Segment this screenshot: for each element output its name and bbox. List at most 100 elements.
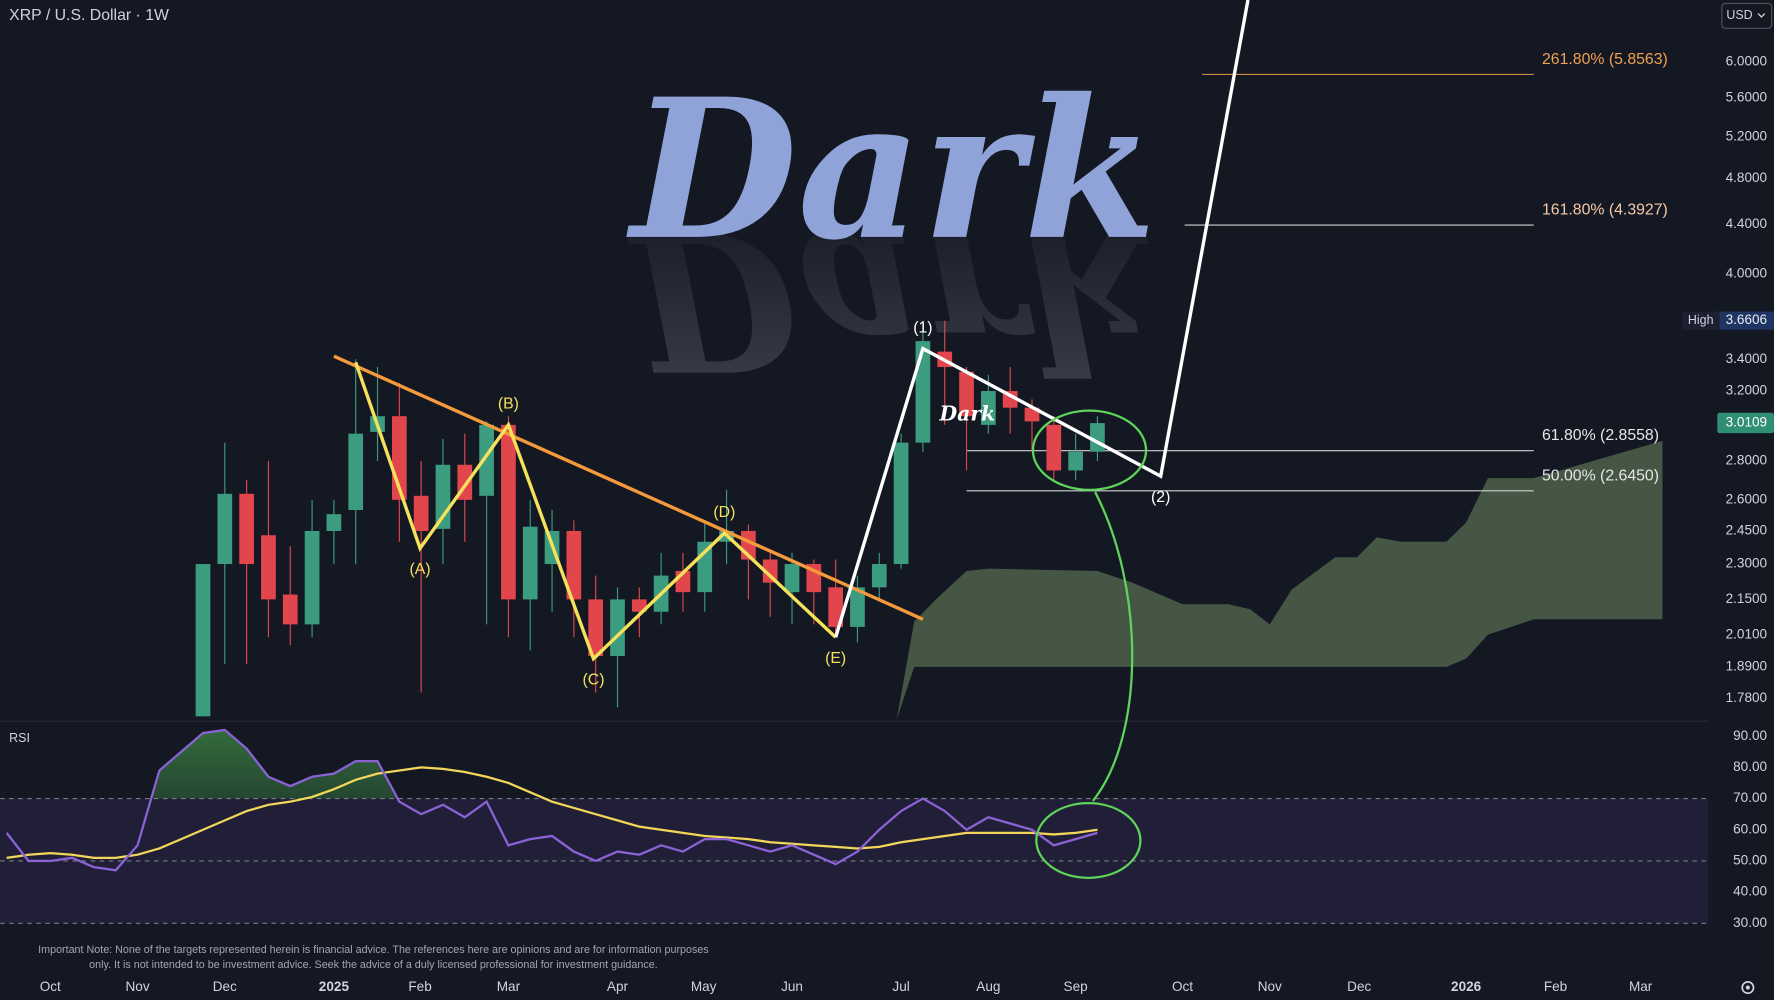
high-tag-label: High <box>1688 313 1714 327</box>
currency-label[interactable]: USD <box>1726 8 1752 22</box>
candle-body <box>1068 451 1083 471</box>
rsi-tick-label: 40.00 <box>1733 884 1767 899</box>
candle-body <box>762 559 778 583</box>
x-tick-label: Mar <box>1629 979 1653 994</box>
candle-body <box>631 599 647 612</box>
candle-body <box>326 514 342 531</box>
candle-body <box>261 535 276 600</box>
wave-label: (2) <box>1151 489 1170 506</box>
x-tick-label: Jun <box>781 979 803 994</box>
candle-body <box>1090 423 1105 452</box>
candle-body <box>195 564 211 717</box>
candle-body <box>479 424 494 496</box>
candle-body <box>413 495 429 531</box>
candle-body <box>1024 407 1040 422</box>
last-price: 3.0109 <box>1726 415 1767 430</box>
wave-label: (E) <box>825 650 846 667</box>
candle-body <box>282 594 298 625</box>
x-tick-label: May <box>691 979 717 994</box>
fib-label: 61.80% (2.8558) <box>1542 427 1659 444</box>
highlight-circle <box>1031 409 1148 491</box>
cloud <box>896 440 1663 720</box>
candle-body <box>239 493 254 565</box>
wave-label: (D) <box>713 504 735 521</box>
candle-body <box>915 341 931 443</box>
small-watermark: Dark <box>938 402 995 426</box>
y-tick-label: 1.8900 <box>1726 659 1768 674</box>
last-price-tag <box>1717 412 1774 434</box>
y-tick-label: 2.3000 <box>1726 556 1768 571</box>
connector-curve <box>1091 491 1134 802</box>
y-tick-label: 5.6000 <box>1726 89 1768 104</box>
y-tick-label: 2.0100 <box>1726 626 1768 641</box>
x-tick-label: Aug <box>976 979 1000 994</box>
x-tick-label: Sep <box>1064 979 1088 994</box>
note-line: Important Note: None of the targets repr… <box>38 944 708 956</box>
candle-body <box>566 530 582 600</box>
note-line: only. It is not intended to be investmen… <box>89 959 657 971</box>
y-tick-label: 5.2000 <box>1726 128 1768 143</box>
x-tick-label: 2025 <box>319 979 350 994</box>
settings-icon[interactable] <box>1741 981 1755 995</box>
highlight-circle <box>1035 802 1142 879</box>
candle-body <box>610 599 625 656</box>
x-tick-label: Dec <box>1347 979 1371 994</box>
x-tick-label: 2026 <box>1451 979 1482 994</box>
trendline <box>333 354 924 621</box>
y-tick-label: 2.6000 <box>1726 491 1768 506</box>
rsi-line <box>5 728 1098 872</box>
candle-body <box>959 371 974 417</box>
rsi-tick-label: 70.00 <box>1733 790 1767 805</box>
rsi-tick-label: 30.00 <box>1733 915 1767 930</box>
high-tag <box>1682 311 1720 330</box>
candle-body <box>850 587 865 627</box>
fib-label: 50.00% (2.6450) <box>1542 467 1659 484</box>
y-tick-label: 6.0000 <box>1726 53 1768 68</box>
chevron <box>1757 13 1766 18</box>
candle-body <box>828 587 844 627</box>
candle-body <box>348 433 364 511</box>
currency-button[interactable] <box>1721 2 1773 29</box>
candle-body <box>501 424 516 600</box>
wave-line <box>834 0 1250 638</box>
price-pane <box>195 0 1663 720</box>
candle-body <box>871 564 887 588</box>
y-tick-label: 4.0000 <box>1726 266 1768 281</box>
axes: 6.0000 5.6000 5.2000 4.8000 4.4000 4.0000 3.40… <box>40 51 1774 994</box>
rsi-tick-label: 60.00 <box>1733 821 1767 836</box>
candle-body <box>784 564 800 593</box>
y-tick-label: 3.2000 <box>1726 383 1768 398</box>
watermark-reflection: Dark <box>626 187 1157 413</box>
wave-label: (A) <box>410 561 431 578</box>
x-tick-label: Feb <box>1544 979 1567 994</box>
x-tick-label: Feb <box>408 979 431 994</box>
y-tick-label: 3.4000 <box>1726 351 1768 366</box>
y-tick-label: 4.4000 <box>1726 216 1768 231</box>
wave-line <box>354 361 837 662</box>
rsi-tick-label: 90.00 <box>1733 728 1767 743</box>
chart-title: XRP / U.S. Dollar · 1W <box>9 7 169 24</box>
y-tick-label: 4.8000 <box>1726 170 1768 185</box>
candle-body <box>522 526 538 600</box>
rsi-ma-line <box>6 766 1098 859</box>
fib-label: 161.80% (4.3927) <box>1542 202 1668 219</box>
x-tick-label: Jul <box>892 979 909 994</box>
high-value: 3.6606 <box>1726 312 1767 327</box>
candle-body <box>304 530 320 625</box>
x-tick-label: Mar <box>497 979 521 994</box>
high-value-tag <box>1719 311 1774 330</box>
rsi-label: RSI <box>9 731 30 745</box>
candle-body <box>217 493 233 565</box>
rsi-tick-label: 80.00 <box>1733 759 1767 774</box>
x-tick-label: Oct <box>1172 979 1193 994</box>
wave-label: (B) <box>498 396 519 413</box>
x-tick-label: Apr <box>607 979 629 994</box>
wave-label: (C) <box>583 671 605 688</box>
y-tick-label: 2.1500 <box>1726 591 1768 606</box>
candle-body <box>981 391 996 425</box>
wave-label: (1) <box>913 319 932 336</box>
rsi-pane <box>0 728 1709 924</box>
y-tick-label: 2.8000 <box>1726 453 1768 468</box>
